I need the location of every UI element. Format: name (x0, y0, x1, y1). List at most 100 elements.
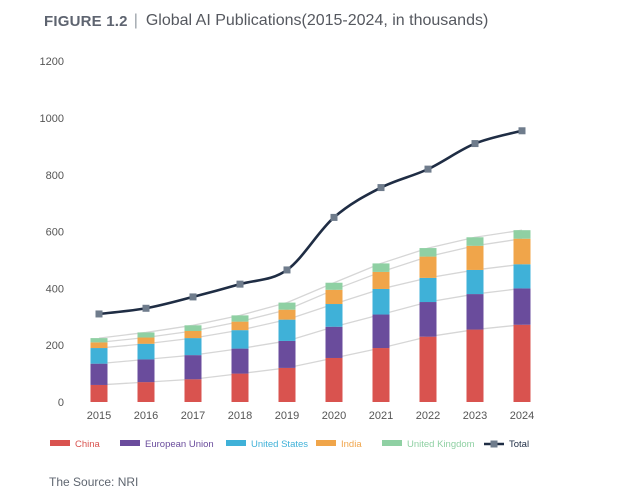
x-tick-label: 2019 (275, 410, 299, 422)
x-tick-label: 2024 (510, 410, 534, 422)
bar-european-union (372, 314, 390, 349)
bar-united-kingdom (90, 338, 108, 343)
legend-swatch-india (316, 440, 336, 446)
x-tick-label: 2015 (87, 410, 111, 422)
legend-swatch-european-union (120, 440, 140, 446)
figure-header: FIGURE 1.2 | Global AI Publications(2015… (44, 11, 488, 31)
legend-label-united-states: United States (251, 439, 308, 450)
bar-european-union (466, 294, 484, 330)
bar-united-states (231, 330, 249, 349)
bar-india (372, 271, 390, 289)
legend-label-china: China (75, 439, 101, 450)
bar-india (137, 337, 155, 344)
bar-united-kingdom (278, 302, 296, 310)
total-marker (189, 293, 197, 301)
x-tick-label: 2018 (228, 410, 252, 422)
bar-united-kingdom (466, 237, 484, 246)
legend-marker-total (490, 440, 498, 448)
bar-united-kingdom (372, 263, 390, 272)
x-tick-label: 2020 (322, 410, 346, 422)
bar-china (231, 373, 249, 402)
bar-india (184, 331, 202, 339)
bar-china (325, 357, 343, 402)
y-tick-label: 0 (58, 397, 64, 409)
bar-china (184, 379, 202, 402)
bar-china (513, 324, 531, 402)
total-marker (518, 127, 526, 135)
legend-label-united-kingdom: United Kingdom (407, 439, 475, 450)
y-tick-label: 800 (46, 170, 64, 182)
legend-swatch-united-kingdom (382, 440, 402, 446)
x-tick-label: 2016 (134, 410, 158, 422)
x-tick-label: 2022 (416, 410, 440, 422)
bar-china (278, 367, 296, 402)
bar-india (466, 245, 484, 270)
bar-china (137, 382, 155, 402)
bar-united-states (325, 304, 343, 327)
total-marker (142, 304, 150, 312)
connector-line-china (98, 324, 523, 386)
bar-india (90, 342, 108, 349)
legend-label-european-union: European Union (145, 439, 214, 450)
bar-united-states (137, 343, 155, 360)
total-marker (95, 310, 103, 318)
bar-united-kingdom (137, 332, 155, 338)
bar-united-states (419, 277, 437, 303)
bar-european-union (325, 326, 343, 358)
bar-united-kingdom (513, 230, 531, 239)
legend-label-india: India (341, 439, 362, 450)
bar-united-states (90, 348, 108, 364)
legend-swatch-united-states (226, 440, 246, 446)
x-tick-label: 2021 (369, 410, 393, 422)
source-note: The Source: NRI (49, 475, 139, 489)
chart-title: Global AI Publications(2015-2024, in tho… (145, 12, 489, 29)
bar-china (90, 384, 108, 402)
total-line (98, 129, 523, 316)
total-marker (330, 213, 338, 221)
bar-european-union (184, 355, 202, 380)
connector-line-united-kingdom (98, 229, 523, 339)
bar-european-union (137, 359, 155, 383)
total-marker (424, 165, 432, 173)
y-tick-label: 400 (46, 283, 64, 295)
x-tick-label: 2023 (463, 410, 487, 422)
bar-china (372, 348, 390, 402)
bar-india (231, 321, 249, 331)
total-marker (236, 280, 244, 288)
bar-european-union (90, 363, 108, 385)
bar-united-kingdom (419, 248, 437, 257)
legend-swatch-china (50, 440, 70, 446)
y-tick-label: 200 (46, 340, 64, 352)
bar-india (419, 256, 437, 278)
bar-united-states (184, 338, 202, 356)
legend-label-total: Total (509, 439, 529, 450)
bar-india (278, 309, 296, 320)
total-marker (283, 266, 291, 274)
connector-line-united-states (98, 263, 523, 349)
bar-european-union (231, 348, 249, 374)
bar-united-kingdom (184, 325, 202, 331)
figure-label: FIGURE 1.2 (44, 12, 128, 30)
y-tick-label: 1000 (40, 113, 64, 125)
bar-united-states (278, 319, 296, 341)
y-tick-label: 600 (46, 227, 64, 239)
bar-china (466, 329, 484, 402)
bar-india (325, 289, 343, 305)
bar-united-states (513, 264, 531, 289)
bar-united-kingdom (231, 315, 249, 322)
y-tick-label: 1200 (40, 56, 64, 68)
bar-european-union (278, 340, 296, 368)
connector-line-european-union (98, 287, 523, 365)
stacked-bar-line-chart: 0 200 400 600 800 1000 1200 2015 2016 2017 2018 201… (40, 56, 535, 450)
x-tick-label: 2017 (181, 410, 205, 422)
bar-united-kingdom (325, 282, 343, 290)
bar-china (419, 336, 437, 402)
connector-line-india (98, 238, 523, 344)
bar-united-states (372, 288, 390, 315)
bar-european-union (513, 288, 531, 325)
bar-european-union (419, 302, 437, 337)
bar-india (513, 238, 531, 265)
total-marker (377, 184, 385, 192)
total-marker (471, 140, 479, 148)
figure-separator: | (133, 12, 138, 29)
